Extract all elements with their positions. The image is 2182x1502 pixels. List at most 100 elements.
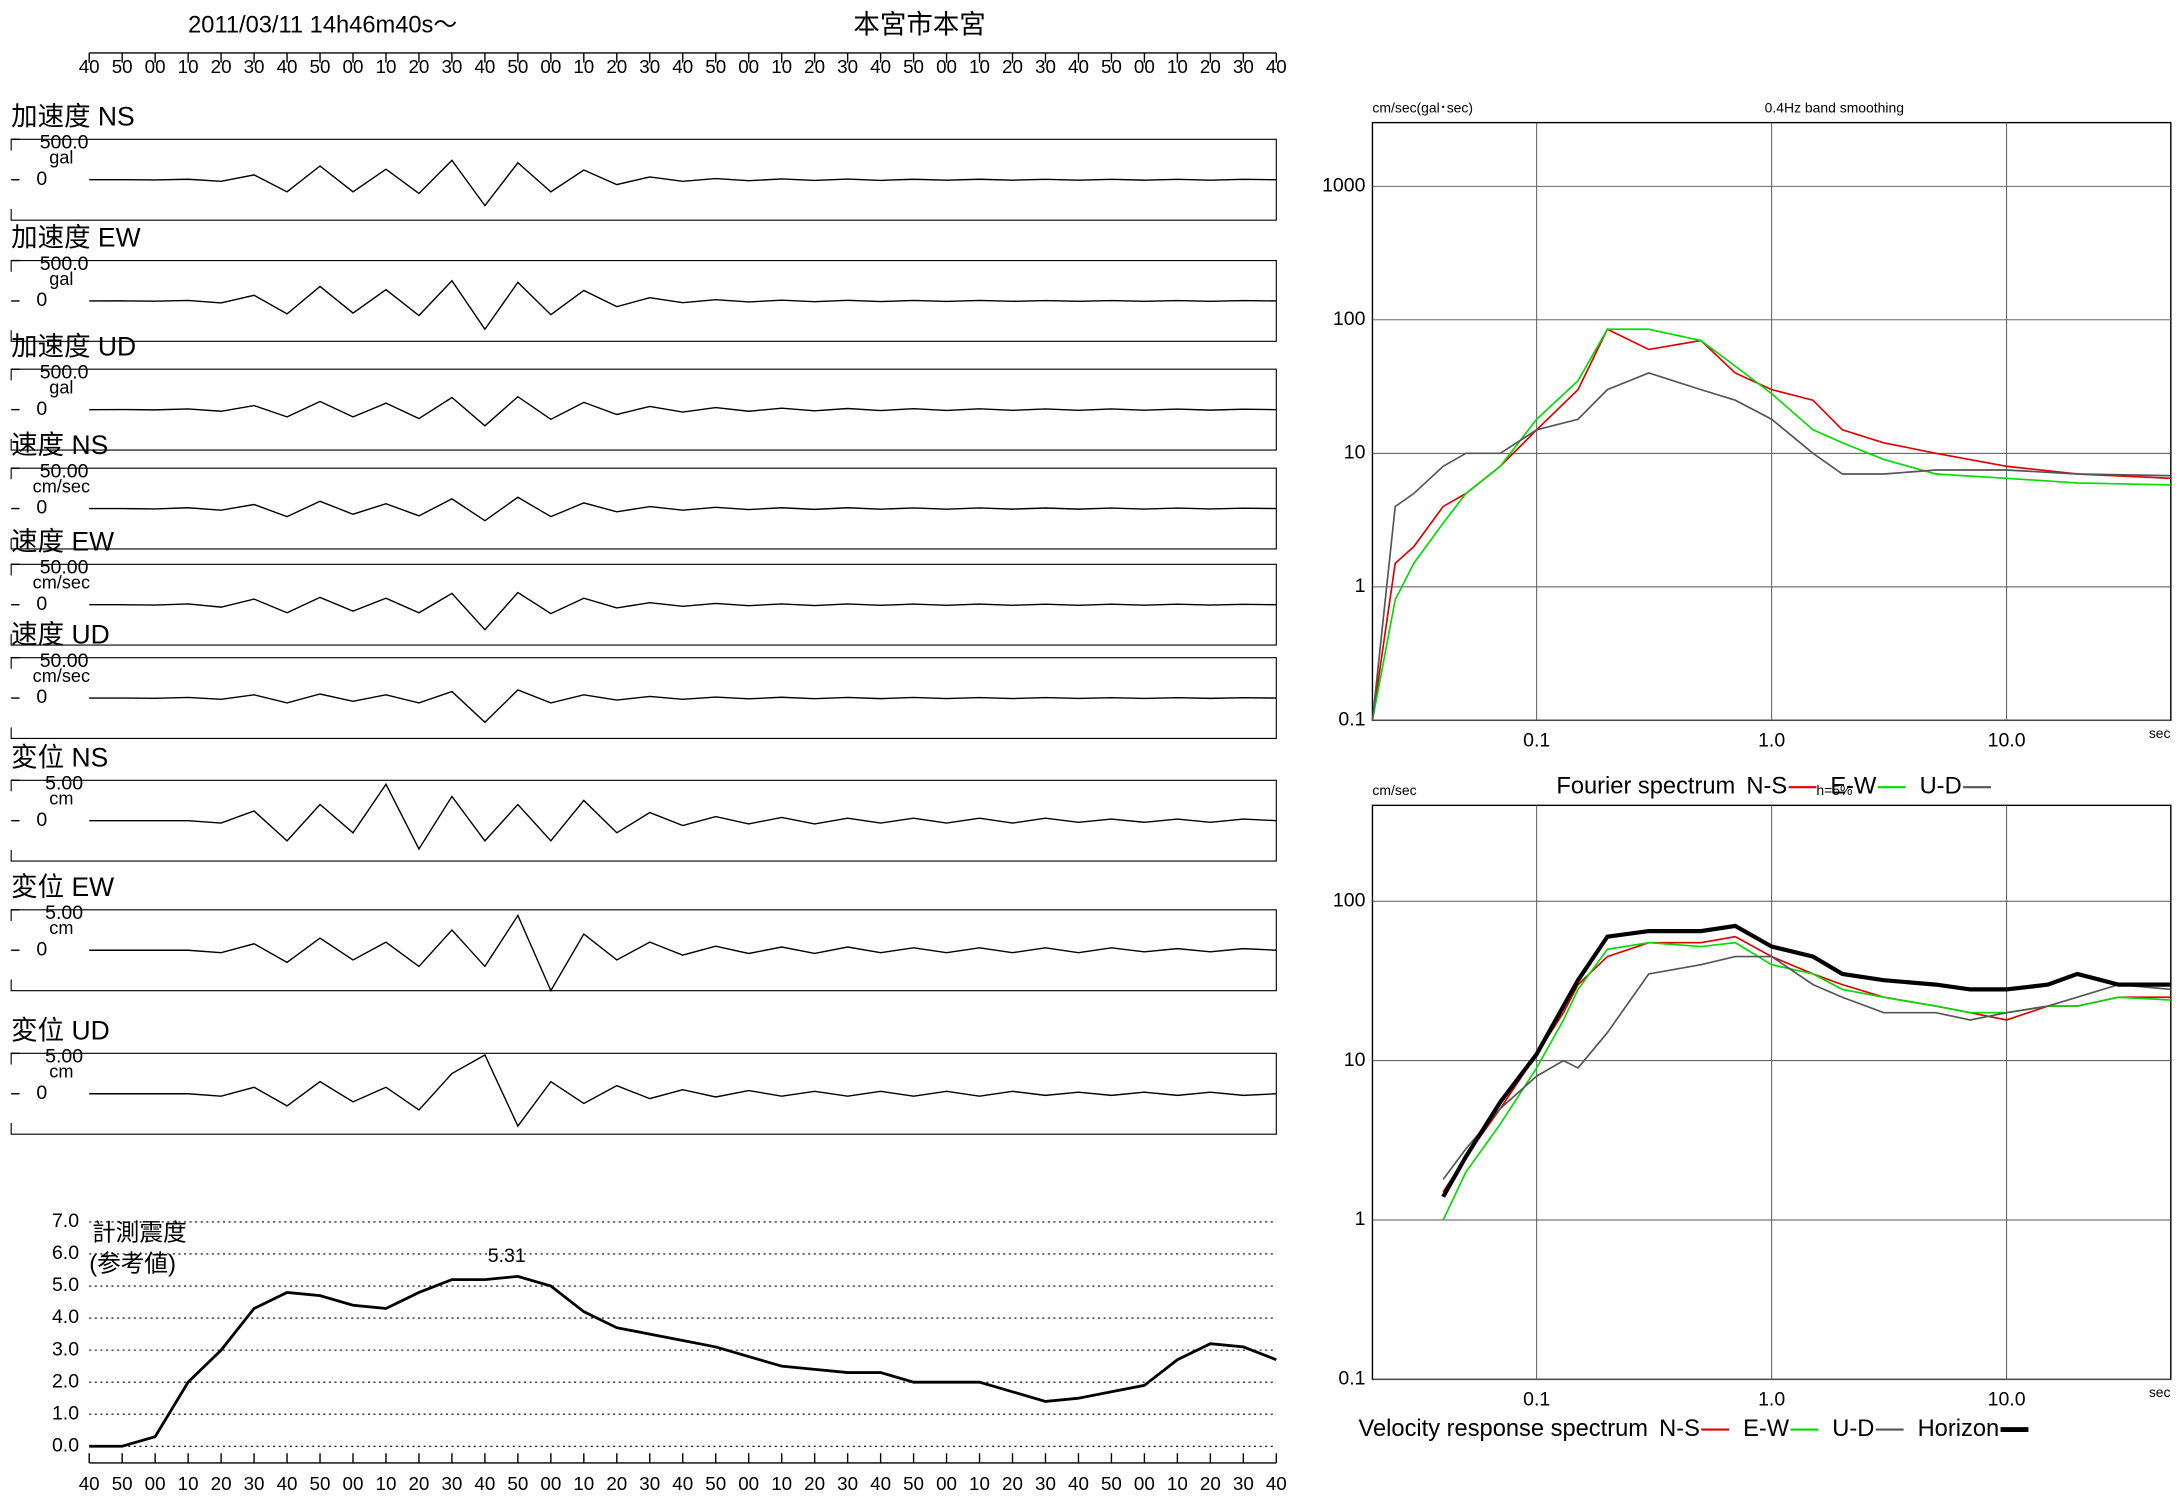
y-tick-label: 100 — [1333, 889, 1366, 911]
time-tick-label: 50 — [310, 56, 331, 77]
panel-frame — [10, 909, 1277, 992]
time-tick-label: 50 — [1101, 1473, 1122, 1494]
legend-label: Horizon — [1918, 1416, 2000, 1442]
y-tick-label: 1 — [1355, 575, 1366, 597]
panel-label: 加速度 NS — [11, 101, 135, 131]
time-tick-label: 20 — [1200, 56, 1221, 77]
panel-frame — [10, 779, 1277, 862]
plot-title: h=5% — [1816, 782, 1852, 798]
waveform — [89, 591, 1277, 631]
time-tick-label: 40 — [277, 1473, 298, 1494]
waveform — [89, 914, 1277, 993]
panel-label: 変位 NS — [11, 742, 108, 772]
time-tick-label: 40 — [474, 56, 495, 77]
unit-label: cm/sec — [33, 573, 90, 593]
y-tick-label: 0.1 — [1338, 709, 1365, 731]
plot-title: 0.4Hz band smoothing — [1765, 99, 1904, 115]
time-tick-label: 10 — [771, 56, 792, 77]
x-tick-label: 0.1 — [1523, 729, 1550, 751]
time-tick-label: 30 — [244, 1473, 265, 1494]
time-tick-label: 20 — [211, 1473, 232, 1494]
scale-label: 0 — [36, 497, 47, 519]
time-tick-label: 40 — [79, 1473, 100, 1494]
scale-label: 50.00 — [40, 557, 89, 579]
scale-label: 5.00 — [45, 1046, 83, 1068]
station-name: 本宮市本宮 — [853, 9, 985, 39]
time-tick-label: 30 — [837, 56, 858, 77]
unit-label: cm — [49, 789, 73, 809]
time-tick-label: 00 — [145, 1473, 166, 1494]
y-tick-label: 0.0 — [52, 1434, 79, 1456]
scale-label: 50.00 — [40, 650, 89, 672]
time-tick-label: 50 — [310, 1473, 331, 1494]
legend-label: N-S — [1746, 773, 1787, 799]
scale-label: 500.0 — [40, 132, 89, 154]
y-tick-label: 6.0 — [52, 1242, 79, 1264]
y-tick-label: 7.0 — [52, 1210, 79, 1232]
x-tick-label: 1.0 — [1758, 729, 1785, 751]
x-tick-label: 10.0 — [1988, 1388, 2026, 1410]
y-tick-label: 2.0 — [52, 1370, 79, 1392]
time-tick-label: 30 — [441, 56, 462, 77]
intensity-subtitle: (参考値) — [89, 1250, 176, 1277]
time-tick-label: 50 — [112, 56, 133, 77]
time-tick-label: 30 — [441, 1473, 462, 1494]
time-tick-label: 00 — [936, 1473, 957, 1494]
spectrum-line — [1371, 372, 2171, 721]
time-tick-label: 40 — [277, 56, 298, 77]
time-tick-label: 20 — [211, 56, 232, 77]
time-tick-label: 30 — [244, 56, 265, 77]
time-tick-label: 00 — [540, 56, 561, 77]
legend-label: E-W — [1743, 1416, 1790, 1442]
y-tick-label: 10 — [1344, 1049, 1366, 1071]
time-tick-label: 10 — [573, 56, 594, 77]
unit-label: gal — [49, 269, 73, 289]
time-tick-label: 50 — [903, 56, 924, 77]
time-tick-label: 00 — [343, 1473, 364, 1494]
time-tick-label: 00 — [540, 1473, 561, 1494]
scale-label: 0 — [36, 168, 47, 190]
unit-label: cm — [49, 1062, 73, 1082]
x-tick-label: 0.1 — [1523, 1388, 1550, 1410]
time-tick-label: 10 — [376, 1473, 397, 1494]
unit-label: cm/sec — [33, 666, 90, 686]
time-tick-label: 20 — [606, 1473, 627, 1494]
panel-label: 速度 EW — [11, 526, 114, 556]
time-tick-label: 10 — [1167, 1473, 1188, 1494]
panel-label: 加速度 UD — [11, 331, 136, 361]
record-title: 2011/03/11 14h46m40s〜 — [188, 13, 457, 39]
y-tick-label: 1000 — [1322, 174, 1366, 196]
spectrum-line — [1442, 935, 2171, 1193]
y-unit-label: cm/sec(gal･sec) — [1372, 99, 1473, 115]
unit-label: cm — [49, 918, 73, 938]
waveform — [89, 395, 1277, 427]
time-tick-label: 30 — [1035, 1473, 1056, 1494]
time-tick-label: 20 — [1002, 56, 1023, 77]
unit-label: gal — [49, 148, 73, 168]
x-axis-label: sec — [2149, 725, 2171, 741]
time-tick-label: 00 — [738, 1473, 759, 1494]
time-tick-label: 20 — [606, 56, 627, 77]
scale-label: 0 — [36, 809, 47, 831]
time-tick-label: 40 — [870, 56, 891, 77]
time-tick-label: 10 — [376, 56, 397, 77]
time-tick-label: 00 — [936, 56, 957, 77]
legend-label: U-D — [1920, 773, 1962, 799]
time-tick-label: 10 — [969, 56, 990, 77]
time-tick-label: 10 — [573, 1473, 594, 1494]
legend-label: U-D — [1832, 1416, 1874, 1442]
panel-label: 速度 UD — [11, 620, 110, 650]
spectrum-line — [1371, 328, 2171, 721]
panel-label: 変位 EW — [11, 872, 114, 902]
scale-label: 0 — [36, 938, 47, 960]
time-tick-label: 10 — [178, 56, 199, 77]
scale-label: 500.0 — [40, 362, 89, 384]
time-tick-label: 30 — [837, 1473, 858, 1494]
waveform — [89, 689, 1277, 724]
scale-label: 0 — [36, 686, 47, 708]
scale-label: 500.0 — [40, 253, 89, 275]
unit-label: cm/sec — [33, 476, 90, 496]
time-tick-label: 40 — [79, 56, 100, 77]
panel-label: 変位 UD — [11, 1015, 110, 1045]
